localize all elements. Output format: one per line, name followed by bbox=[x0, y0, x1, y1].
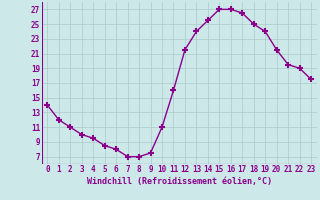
X-axis label: Windchill (Refroidissement éolien,°C): Windchill (Refroidissement éolien,°C) bbox=[87, 177, 272, 186]
